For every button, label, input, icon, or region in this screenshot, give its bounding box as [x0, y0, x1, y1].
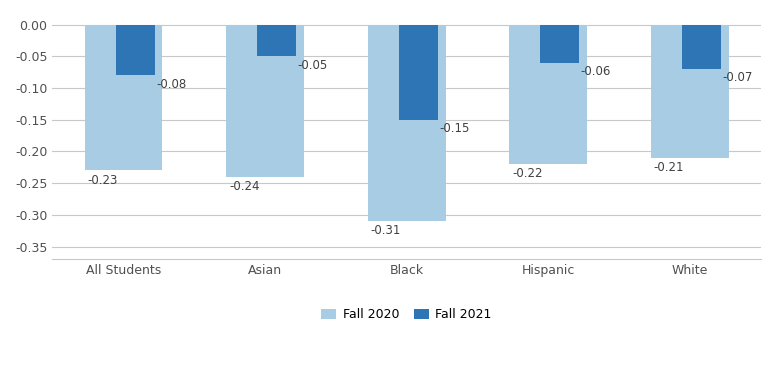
Bar [368, 25, 445, 221]
Bar [85, 25, 162, 170]
Bar [399, 25, 438, 120]
Bar [540, 25, 580, 63]
Text: -0.22: -0.22 [512, 167, 542, 180]
Text: -0.08: -0.08 [156, 78, 186, 91]
Bar [651, 25, 729, 158]
Text: -0.23: -0.23 [88, 173, 118, 187]
Text: -0.24: -0.24 [229, 180, 259, 193]
Text: -0.15: -0.15 [439, 122, 469, 135]
Bar [682, 25, 721, 69]
Text: -0.07: -0.07 [722, 72, 753, 84]
Bar [116, 25, 154, 75]
Text: -0.05: -0.05 [298, 59, 328, 72]
Text: -0.31: -0.31 [371, 224, 401, 237]
Text: -0.21: -0.21 [653, 161, 684, 174]
Text: -0.06: -0.06 [580, 65, 611, 78]
Bar [258, 25, 296, 56]
Bar [509, 25, 587, 164]
Legend: Fall 2020, Fall 2021: Fall 2020, Fall 2021 [317, 303, 497, 326]
Bar [226, 25, 304, 177]
